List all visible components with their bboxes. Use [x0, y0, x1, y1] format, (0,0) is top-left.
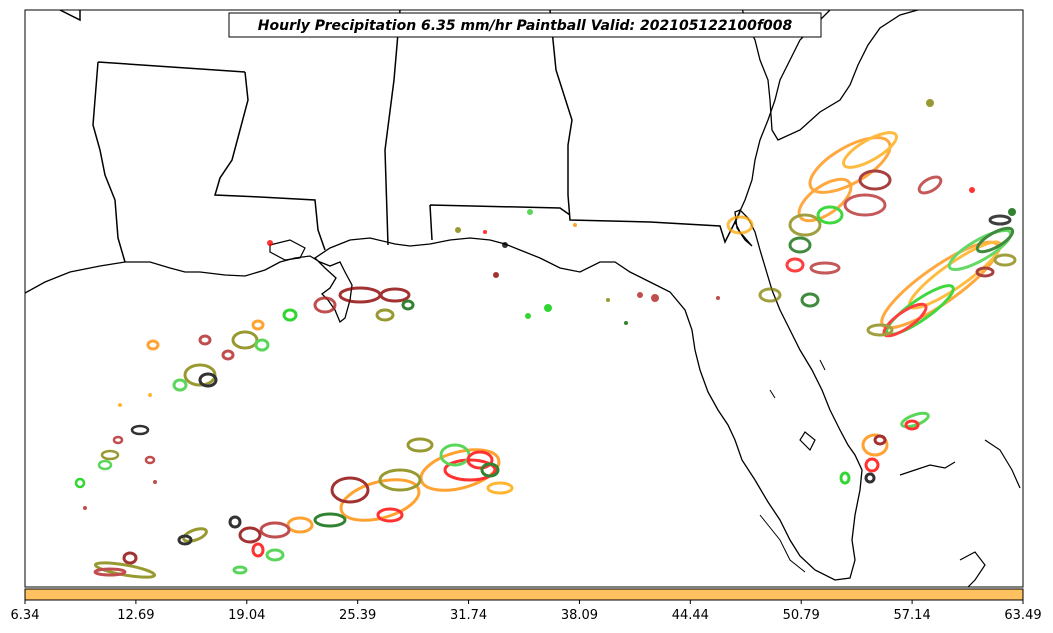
paintball-scattered-cells — [83, 99, 1016, 510]
precipitation-paintballs — [74, 99, 1017, 579]
colorbar-tick-label: 25.39 — [339, 608, 376, 623]
colorbar-tick-label: 44.44 — [672, 608, 709, 623]
colorbar-tick-label: 63.49 — [1004, 608, 1041, 623]
paintball-cluster-west-gulf — [74, 424, 156, 489]
colorbar-tick-label: 12.69 — [117, 608, 154, 623]
bahamas-islands — [799, 431, 1021, 587]
state-borders — [59, 10, 741, 263]
colorbar-tick-label: 50.79 — [783, 608, 820, 623]
paintball-cluster-south-florida — [839, 411, 930, 485]
colorbar-tick-label: 6.34 — [11, 608, 40, 623]
lake-pontchartrain — [269, 239, 306, 261]
paintball-cluster-atlantic — [866, 214, 1017, 338]
map-panel — [25, 10, 1023, 587]
colorbar-ticks: 6.34 12.69 19.04 25.39 31.74 38.09 44.44 50.79 5… — [11, 600, 1042, 623]
colorbar-tick-label: 38.09 — [561, 608, 598, 623]
colorbar-tick-label: 19.04 — [228, 608, 265, 623]
map-border — [24, 9, 1024, 588]
florida-keys — [759, 359, 826, 573]
paintball-cluster-south-gulf — [93, 437, 514, 579]
map-title: Hourly Precipitation 6.35 mm/hr Paintbal… — [258, 18, 793, 34]
atlantic-coastline — [741, 10, 921, 141]
paintball-cluster-georgia — [726, 131, 943, 308]
colorbar-tick-label: 31.74 — [450, 608, 487, 623]
gulf-coastline — [25, 10, 863, 581]
colorbar — [24, 588, 1024, 601]
colorbar-tick-label: 57.14 — [894, 608, 931, 623]
paintball-cluster-louisiana — [146, 286, 415, 392]
title-box: Hourly Precipitation 6.35 mm/hr Paintbal… — [228, 12, 822, 38]
